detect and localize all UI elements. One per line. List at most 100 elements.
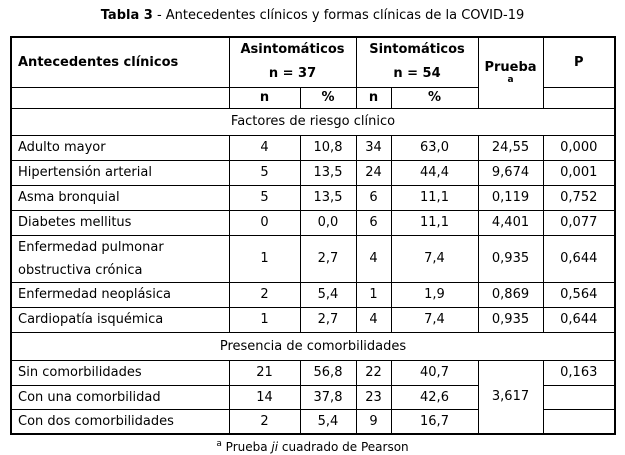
cell-pct-sintomaticos: 16,7 [390, 408, 479, 435]
cell-n-asintomaticos: 0 [228, 209, 301, 236]
cell-p: 0,001 [542, 159, 616, 186]
cell-p: 0,644 [542, 306, 616, 333]
table-row: Cardiopatía isquémica 1 2,7 4 7,4 0,935 … [10, 306, 616, 333]
cell-pct-asintomaticos: 13,5 [299, 184, 357, 211]
cell-n-asintomaticos: 5 [228, 159, 301, 186]
section-title-comorbilidades: Presencia de comorbilidades [10, 331, 616, 361]
table-row: Con dos comorbilidades 2 5,4 9 16,7 [10, 408, 616, 435]
header-sintomaticos-n: n = 54 [393, 66, 441, 82]
table-row: Sin comorbilidades 21 56,8 22 40,7 3,617… [10, 359, 616, 435]
cell-label: Adulto mayor [10, 134, 230, 161]
cell-pct-asintomaticos: 10,8 [299, 134, 357, 161]
table-footnote: a Prueba ji cuadrado de Pearson [0, 439, 625, 454]
header-prueba-superscript: a [507, 75, 514, 86]
cell-prueba: 4,401 [477, 209, 544, 236]
section-row-factores: Factores de riesgo clínico [10, 107, 616, 136]
cell-n-sintomaticos: 34 [355, 134, 392, 161]
cell-label: Diabetes mellitus [10, 209, 230, 236]
cell-p: 0,752 [542, 184, 616, 211]
cell-label: Enfermedad pulmonar obstructiva crónica [10, 234, 230, 283]
cell-p: 0,644 [542, 234, 616, 283]
cell-pct-asintomaticos: 13,5 [299, 159, 357, 186]
cell-n-sintomaticos: 6 [355, 209, 392, 236]
header-row-1: Antecedentes clínicos Asintomáticos n = … [10, 36, 616, 109]
subheader-n-sintomaticos: n [355, 86, 392, 109]
table-row: Adulto mayor 4 10,8 34 63,0 24,55 0,000 [10, 134, 616, 161]
header-prueba-label: Prueba [484, 60, 537, 76]
header-p: P [542, 36, 616, 88]
cell-prueba: 9,674 [477, 159, 544, 186]
footnote-text-before: Prueba [225, 440, 268, 454]
section-title-factores: Factores de riesgo clínico [10, 107, 616, 136]
footnote-text-after: cuadrado de Pearson [281, 440, 409, 454]
cell-label: Cardiopatía isquémica [10, 306, 230, 333]
cell-prueba: 0,935 [477, 306, 544, 333]
page-title: Tabla 3 - Antecedentes clínicos y formas… [0, 0, 625, 23]
cell-pct-sintomaticos: 42,6 [390, 384, 479, 410]
cell-prueba: 0,935 [477, 234, 544, 283]
cell-n-sintomaticos: 6 [355, 184, 392, 211]
cell-prueba-merged: 3,617 [477, 359, 544, 435]
cell-p: 0,000 [542, 134, 616, 161]
subheader-pct-asintomaticos: % [299, 86, 357, 109]
cell-pct-asintomaticos: 2,7 [299, 234, 357, 283]
cell-n-sintomaticos: 24 [355, 159, 392, 186]
cell-n-sintomaticos: 1 [355, 281, 392, 308]
cell-n-asintomaticos: 2 [228, 281, 301, 308]
cell-prueba: 24,55 [477, 134, 544, 161]
header-row-2: n % n % [10, 86, 616, 109]
cell-n-asintomaticos: 1 [228, 234, 301, 283]
cell-n-sintomaticos: 23 [355, 384, 392, 410]
header-antecedentes: Antecedentes clínicos [10, 36, 230, 88]
cell-pct-sintomaticos: 40,7 [390, 359, 479, 386]
cell-n-asintomaticos: 21 [228, 359, 301, 386]
clinical-antecedents-table: Antecedentes clínicos Asintomáticos n = … [10, 36, 616, 435]
cell-n-sintomaticos: 9 [355, 408, 392, 435]
cell-label: Sin comorbilidades [10, 359, 230, 386]
table-row: Diabetes mellitus 0 0,0 6 11,1 4,401 0,0… [10, 209, 616, 236]
cell-pct-sintomaticos: 7,4 [390, 306, 479, 333]
cell-pct-sintomaticos: 63,0 [390, 134, 479, 161]
cell-p: 0,564 [542, 281, 616, 308]
cell-pct-sintomaticos: 11,1 [390, 209, 479, 236]
header-sintomaticos: Sintomáticos n = 54 [355, 36, 479, 88]
header-sintomaticos-label: Sintomáticos [369, 42, 465, 58]
header-empty-label [10, 86, 230, 109]
table-row: Enfermedad neoplásica 2 5,4 1 1,9 0,869 … [10, 281, 616, 308]
subheader-pct-sintomaticos: % [390, 86, 479, 109]
table-row: Hipertensión arterial 5 13,5 24 44,4 9,6… [10, 159, 616, 186]
cell-p [542, 408, 616, 435]
header-asintomaticos: Asintomáticos n = 37 [228, 36, 357, 88]
cell-pct-asintomaticos: 2,7 [299, 306, 357, 333]
cell-pct-asintomaticos: 5,4 [299, 281, 357, 308]
cell-n-sintomaticos: 4 [355, 306, 392, 333]
header-prueba: Prueba a [477, 36, 544, 109]
header-empty-p [542, 86, 616, 109]
cell-pct-sintomaticos: 44,4 [390, 159, 479, 186]
cell-p [542, 384, 616, 410]
cell-label: Enfermedad neoplásica [10, 281, 230, 308]
cell-pct-asintomaticos: 37,8 [299, 384, 357, 410]
cell-n-asintomaticos: 4 [228, 134, 301, 161]
page-title-number: Tabla 3 [100, 8, 153, 23]
cell-prueba: 0,869 [477, 281, 544, 308]
cell-prueba: 0,119 [477, 184, 544, 211]
header-asintomaticos-n: n = 37 [268, 66, 317, 82]
cell-label: Hipertensión arterial [10, 159, 230, 186]
cell-pct-asintomaticos: 5,4 [299, 408, 357, 435]
cell-n-sintomaticos: 4 [355, 234, 392, 283]
cell-label: Con una comorbilidad [10, 384, 230, 410]
cell-n-sintomaticos: 22 [355, 359, 392, 386]
cell-pct-sintomaticos: 11,1 [390, 184, 479, 211]
cell-n-asintomaticos: 5 [228, 184, 301, 211]
page-title-text: - Antecedentes clínicos y formas clínica… [156, 8, 525, 23]
cell-n-asintomaticos: 2 [228, 408, 301, 435]
cell-p: 0,077 [542, 209, 616, 236]
cell-n-asintomaticos: 14 [228, 384, 301, 410]
cell-pct-asintomaticos: 56,8 [299, 359, 357, 386]
cell-label: Con dos comorbilidades [10, 408, 230, 435]
section-row-comorbilidades: Presencia de comorbilidades [10, 331, 616, 361]
table-row: Asma bronquial 5 13,5 6 11,1 0,119 0,752 [10, 184, 616, 211]
cell-label: Asma bronquial [10, 184, 230, 211]
cell-pct-sintomaticos: 7,4 [390, 234, 479, 283]
